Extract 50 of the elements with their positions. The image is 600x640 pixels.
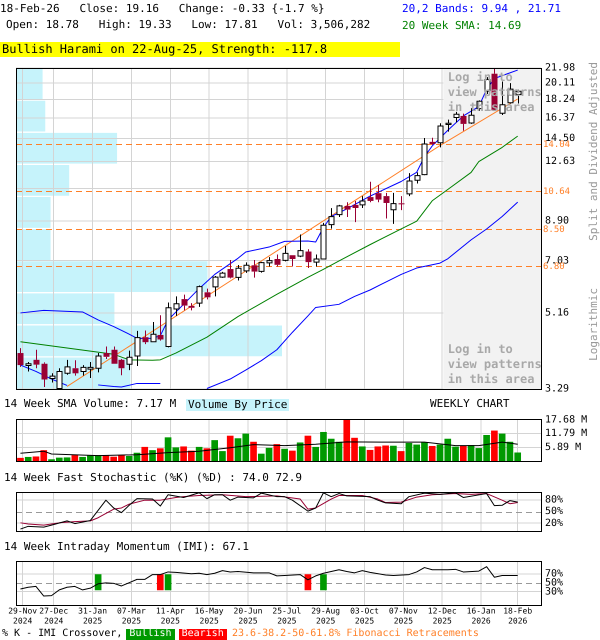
y-tick-label: 20.11 bbox=[545, 78, 576, 89]
x-tick-label: 11-Apr 2025 bbox=[156, 606, 185, 626]
ref-line-label: 8.50 bbox=[543, 224, 565, 235]
ref-line-label: 14.04 bbox=[543, 140, 570, 150]
text: Bullish Harami on 22-Aug-25, Strength: -117.8 bbox=[0, 42, 400, 57]
x-tick-label: 18-Feb 2026 bbox=[503, 606, 532, 626]
x-tick-label: 12-Dec 2025 bbox=[428, 606, 457, 626]
text: 20,2 Bands: 9.94 , 21.71 bbox=[402, 2, 561, 15]
text: 20 Week SMA: 14.69 bbox=[402, 18, 522, 32]
y-tick-label: 50% bbox=[545, 577, 564, 588]
chart-title: 14 Week Fast Stochastic (%K) (%D) : 74.0 72.9 bbox=[4, 471, 302, 484]
x-tick-label: 07-Mar 2025 bbox=[116, 606, 146, 626]
annotation: Log in to view patterns in this area bbox=[448, 342, 542, 386]
x-tick-label: 27-Dec 2024 bbox=[39, 606, 68, 626]
legend-title: % K - IMI Crossover, bbox=[2, 628, 122, 640]
y-tick-label: 5.89 M bbox=[545, 442, 582, 453]
text: Volume By Price bbox=[186, 398, 290, 411]
text: 23.6-38.2-50-61.8% Fibonacci Retracements bbox=[232, 628, 479, 640]
x-tick-label: 03-Oct 2025 bbox=[350, 606, 380, 626]
y-tick-label: 3.29 bbox=[545, 384, 570, 395]
y-axis-title: Split and Dividend Adjusted bbox=[587, 62, 600, 241]
chart-title: 14 Week SMA Volume: 7.17 M bbox=[4, 397, 176, 410]
x-tick-label: 16-Jan 2026 bbox=[466, 606, 496, 626]
text: Bearish bbox=[178, 628, 227, 640]
x-tick-label: 20-Jun 2025 bbox=[234, 606, 263, 626]
ref-line-label: 10.64 bbox=[543, 186, 570, 197]
text: Bullish bbox=[126, 628, 175, 640]
x-tick-label: 31-Jan 2025 bbox=[78, 606, 108, 626]
y-tick-label: 8.90 bbox=[545, 215, 570, 226]
chart-title: 14 Week Intraday Momentum (IMI): 67.1 bbox=[4, 540, 250, 553]
y-tick-label: 11.79 M bbox=[545, 428, 588, 440]
chart-title: 18-Feb-26 Close: 19.16 Change: -0.33 {-1.7 %} bbox=[0, 2, 325, 15]
x-tick-label: 25-Jul 2025 bbox=[272, 606, 302, 626]
text: Logarithmic bbox=[587, 288, 600, 361]
x-tick-label: 29-Nov 2024 bbox=[8, 606, 38, 626]
text: WEEKLY CHART bbox=[430, 397, 510, 410]
y-tick-label: 20% bbox=[545, 518, 564, 529]
chart-subtitle: Open: 18.78 High: 19.33 Low: 17.81 Vol: 3,506,282 bbox=[6, 18, 370, 31]
y-tick-label: 5.16 bbox=[545, 308, 570, 319]
x-tick-label: 16-May 2025 bbox=[194, 606, 224, 626]
x-tick-label: 07-Nov 2025 bbox=[388, 606, 418, 626]
y-tick-label: 16.37 bbox=[545, 112, 576, 124]
y-tick-label: 12.63 bbox=[545, 156, 576, 168]
y-tick-label: 30% bbox=[545, 586, 564, 598]
y-tick-label: 17.68 M bbox=[545, 414, 588, 426]
y-tick-label: 50% bbox=[545, 506, 564, 518]
y-tick-label: 21.98 bbox=[545, 62, 576, 74]
y-tick-label: 80% bbox=[545, 494, 564, 506]
y-tick-label: 18.24 bbox=[545, 94, 576, 106]
x-tick-label: 29-Aug 2025 bbox=[311, 606, 340, 626]
